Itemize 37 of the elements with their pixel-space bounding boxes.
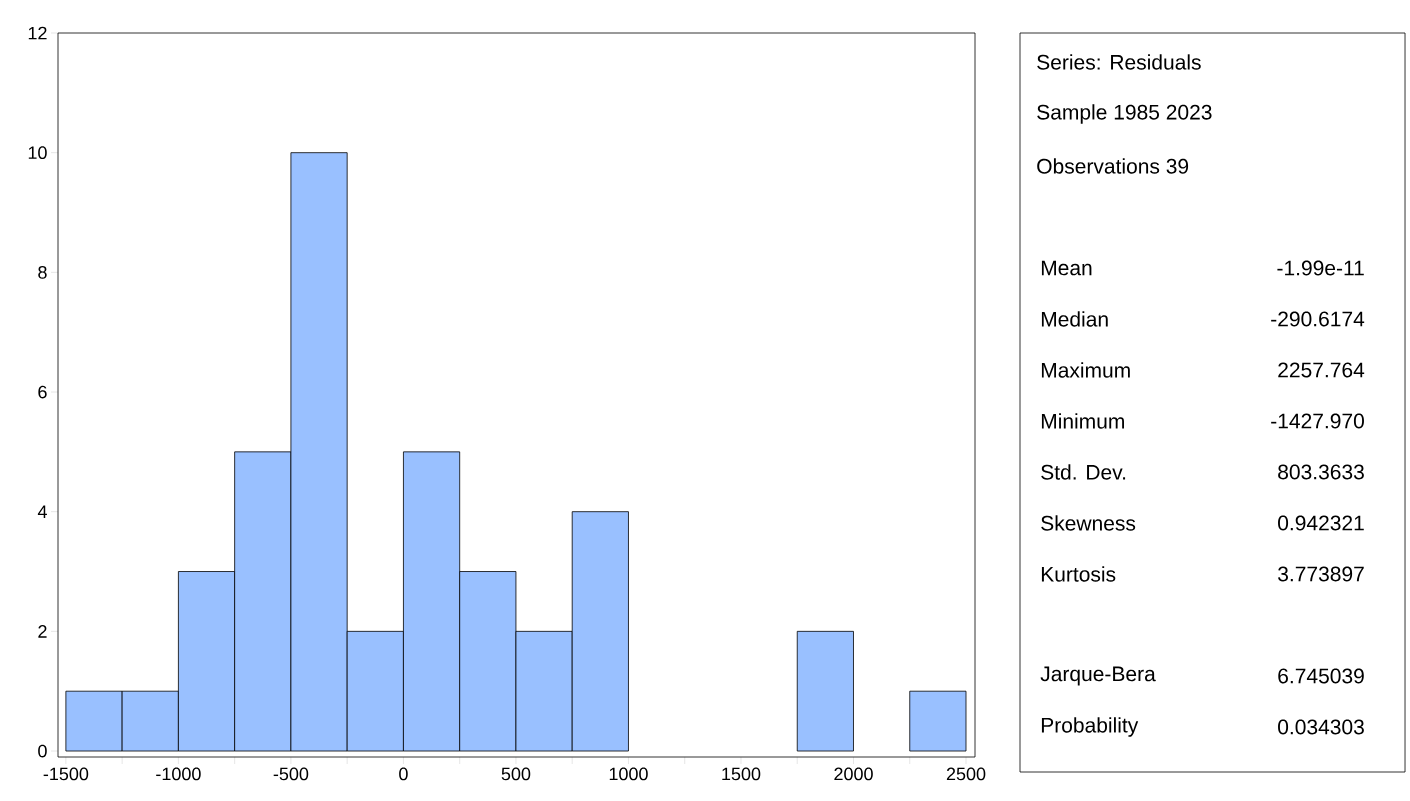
text: Mean [1041,260,1092,276]
text: Maximum [1041,362,1130,378]
y-tick-label: 0 [38,744,47,758]
text: Std. Dev. [1041,464,1126,480]
text: 6.745039 [1278,668,1364,684]
y-tick-label: 8 [38,265,47,279]
x-tick-label: 2500 [946,767,986,781]
text: 0.034303 [1278,719,1364,735]
text: 803.3633 [1278,464,1364,480]
x-tick-label: -1000 [156,767,201,781]
text: Series: Residuals [1037,54,1201,70]
text: Jarque-Bera [1040,666,1156,686]
x-tick-label: 500 [501,767,531,781]
x-tick-label: 2000 [834,767,873,781]
x-tick-label: -1500 [43,767,89,781]
text: Sample 1985 2023 [1037,104,1212,124]
text: 3.773897 [1278,566,1364,582]
x-tick-label: 1500 [722,767,761,781]
y-tick-label: 2 [38,625,47,638]
text: Kurtosis [1041,566,1116,582]
text: -1427.970 [1271,413,1364,429]
x-tick-label: -500 [273,767,309,781]
text: -1.99e-11 [1277,260,1364,276]
x-tick-label: 0 [399,767,408,781]
x-tick-label: 1000 [609,767,648,781]
text: Probability [1041,717,1139,737]
text: Minimum [1041,413,1124,429]
y-tick-label: 10 [28,146,47,160]
text: Skewness [1041,515,1136,531]
text: Observations 39 [1037,158,1189,174]
text: 0.942321 [1278,515,1364,531]
y-tick-label: 6 [38,385,47,399]
y-tick-label: 4 [37,505,47,518]
text: -290.6174 [1271,311,1365,327]
y-tick-label: 12 [28,26,47,40]
text: 2257.764 [1278,362,1365,378]
text: Median [1041,311,1108,327]
